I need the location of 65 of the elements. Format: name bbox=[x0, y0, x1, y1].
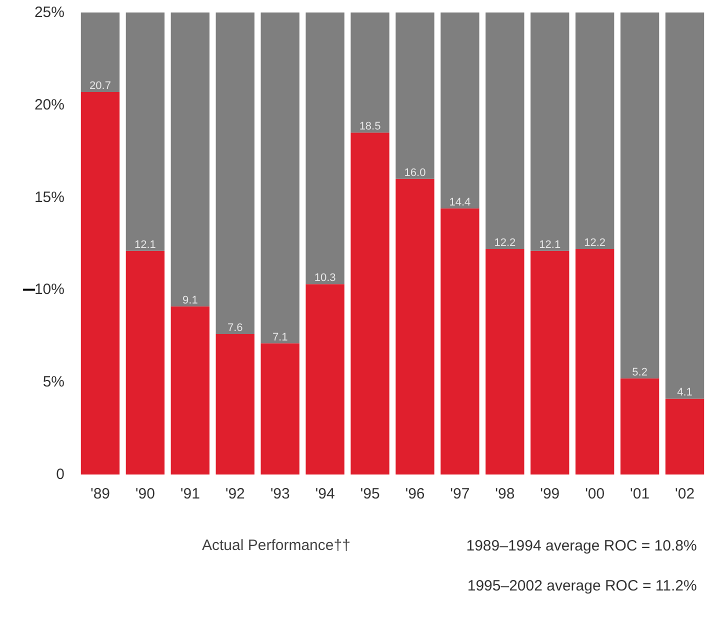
bar bbox=[216, 12, 254, 334]
y-tick-label: 15% bbox=[34, 188, 65, 206]
data-label: 20.7 bbox=[90, 80, 111, 92]
data-label: 12.1 bbox=[134, 238, 156, 251]
data-label: 4.1 bbox=[677, 386, 692, 399]
bar bbox=[486, 12, 524, 250]
text: Actual Performance†† bbox=[202, 536, 350, 554]
x-tick-label: '91 bbox=[180, 486, 200, 502]
x-tick-label: '92 bbox=[225, 486, 245, 502]
bar bbox=[170, 306, 210, 474]
bar bbox=[216, 334, 254, 474]
x-tick-label: '90 bbox=[135, 486, 155, 502]
bar bbox=[306, 284, 344, 474]
x-tick-label: '99 bbox=[540, 486, 560, 502]
x-tick-label: '97 bbox=[450, 486, 470, 502]
data-label: 7.6 bbox=[227, 322, 243, 334]
x-tick-label: '02 bbox=[674, 486, 695, 502]
data-label: 9.1 bbox=[182, 294, 198, 306]
data-label: 12.1 bbox=[539, 238, 561, 251]
y-tick-label: 0 bbox=[56, 466, 64, 483]
bar bbox=[530, 12, 570, 251]
y-tick-label: 10% bbox=[34, 281, 65, 298]
data-label: 10.3 bbox=[314, 272, 336, 284]
bar bbox=[80, 12, 120, 92]
x-tick-label: '96 bbox=[405, 486, 425, 502]
x-tick-label: '94 bbox=[315, 486, 335, 502]
x-tick-label: '93 bbox=[270, 486, 290, 502]
bar bbox=[440, 12, 480, 208]
data-label: 14.4 bbox=[449, 196, 471, 208]
data-label: 12.2 bbox=[494, 237, 516, 250]
x-tick-label: '95 bbox=[360, 486, 380, 502]
bar bbox=[306, 12, 344, 284]
data-label: 12.2 bbox=[584, 237, 606, 250]
bar bbox=[170, 12, 210, 306]
bar bbox=[350, 132, 390, 474]
data-label: 16.0 bbox=[404, 166, 426, 179]
bar bbox=[665, 398, 704, 474]
bar bbox=[620, 378, 660, 474]
bar bbox=[665, 12, 704, 399]
x-tick-label: '00 bbox=[585, 486, 605, 502]
bar bbox=[620, 12, 660, 378]
data-label: 5.2 bbox=[632, 366, 648, 378]
bar bbox=[396, 178, 434, 474]
text: 1989–1994 average ROC = 10.8% bbox=[466, 538, 697, 555]
text: 1995–2002 average ROC = 11.2% bbox=[467, 577, 697, 594]
bar bbox=[80, 92, 120, 474]
bar bbox=[260, 12, 300, 344]
bar bbox=[576, 249, 614, 474]
data-label: 18.5 bbox=[359, 120, 381, 133]
bar bbox=[440, 208, 480, 474]
bar bbox=[396, 12, 434, 179]
x-tick-label: '01 bbox=[630, 486, 650, 502]
bar bbox=[530, 250, 570, 474]
y-tick-label: 20% bbox=[34, 96, 65, 114]
y-tick-label: 5% bbox=[42, 374, 65, 391]
bar bbox=[126, 12, 165, 251]
x-tick-label: '98 bbox=[495, 486, 515, 502]
bar bbox=[126, 250, 165, 474]
bar bbox=[486, 249, 524, 474]
x-tick-label: '89 bbox=[90, 486, 110, 502]
bar bbox=[350, 12, 390, 133]
bar bbox=[576, 12, 614, 250]
y-tick-label: 25% bbox=[34, 4, 65, 21]
data-label: 7.1 bbox=[272, 331, 288, 344]
bar bbox=[260, 343, 300, 474]
